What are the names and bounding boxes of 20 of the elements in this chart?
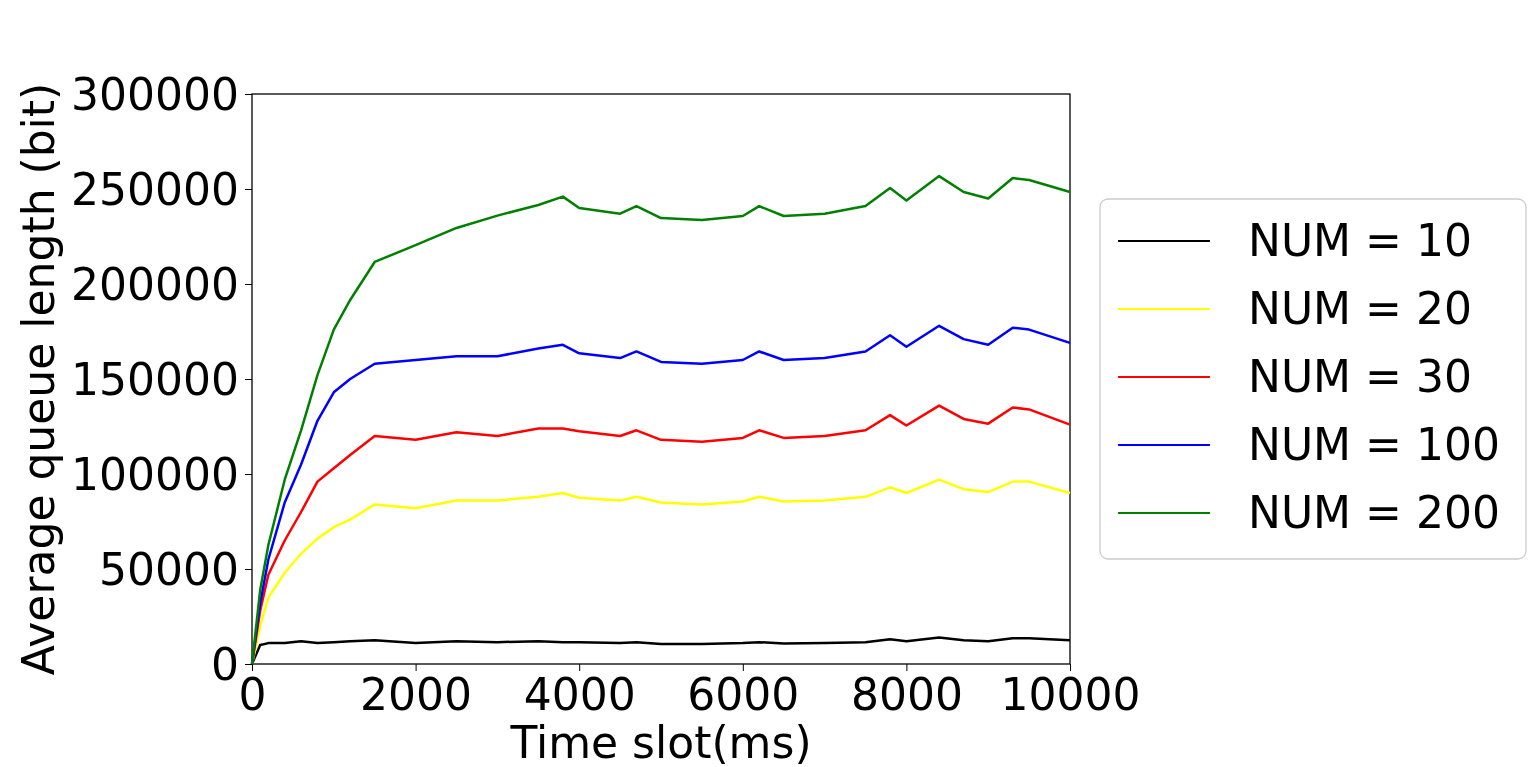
- legend-label: NUM = 30: [1248, 351, 1472, 403]
- x-tick-label: 6000: [687, 669, 800, 720]
- x-tick-label: 2000: [360, 669, 473, 720]
- y-tick-label: 200000: [71, 259, 239, 311]
- y-tick-label: 250000: [71, 164, 239, 216]
- y-tick-label: 300000: [71, 69, 239, 121]
- legend-label: NUM = 10: [1248, 215, 1472, 267]
- x-axis-title: Time slot(ms): [509, 717, 812, 767]
- line-series: [250, 174, 1072, 666]
- x-tick-label: 10000: [1000, 669, 1141, 720]
- y-tick-label: 100000: [71, 449, 239, 501]
- legend-label: NUM = 100: [1248, 419, 1500, 471]
- y-axis-title: Average queue length (bit): [13, 82, 64, 676]
- y-tick-label: 50000: [99, 544, 239, 596]
- line-series: [250, 478, 1072, 666]
- x-tick-label: 8000: [850, 669, 963, 720]
- legend-label: NUM = 20: [1248, 283, 1472, 335]
- y-tick-label: 150000: [71, 354, 239, 406]
- legend-label: NUM = 200: [1248, 487, 1500, 539]
- x-tick-label: 4000: [523, 669, 636, 720]
